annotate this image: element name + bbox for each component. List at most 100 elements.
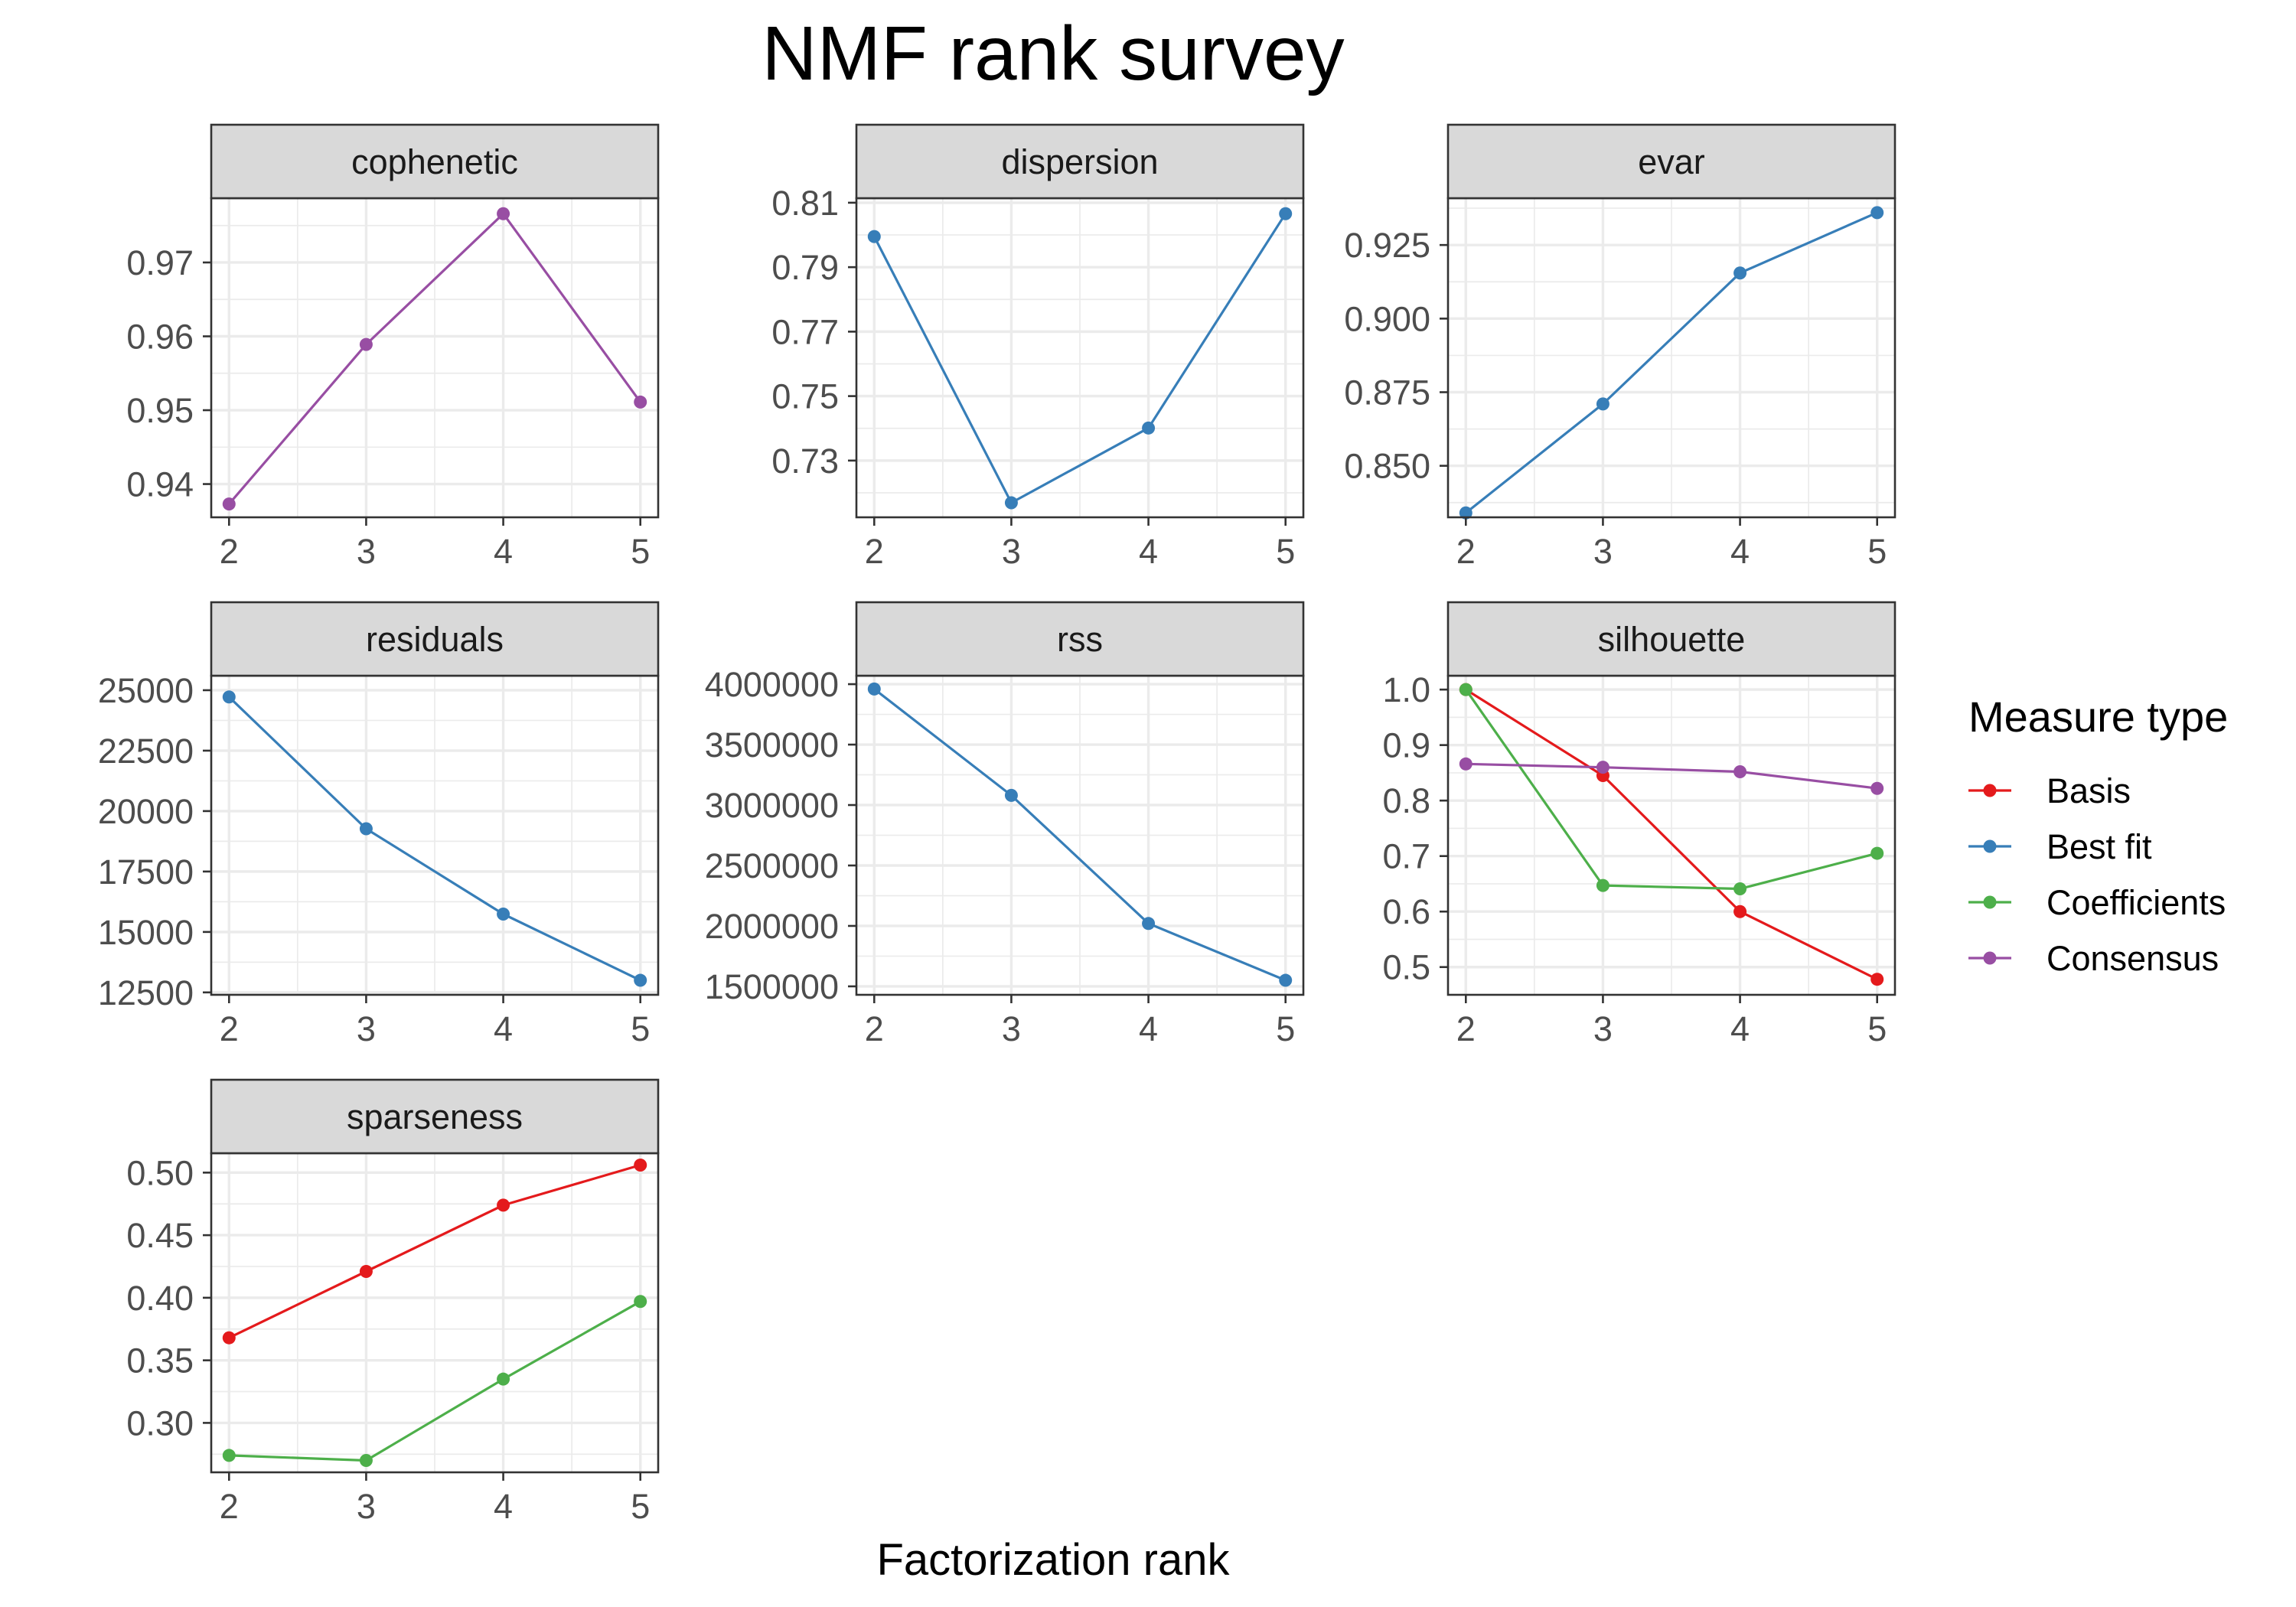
data-point xyxy=(1279,207,1293,220)
data-point xyxy=(1596,761,1609,774)
data-point xyxy=(222,497,236,511)
y-tick-label: 0.94 xyxy=(126,465,194,504)
series-line-consensus xyxy=(1466,762,1877,790)
x-axis: 2 3 4 5 xyxy=(865,995,1295,1048)
facet-strip-label: dispersion xyxy=(1001,142,1158,181)
y-tick-label: 1500000 xyxy=(705,967,839,1006)
series-consensus xyxy=(1459,757,1884,795)
minor-gridlines xyxy=(856,198,1303,517)
data-point xyxy=(497,1198,510,1212)
x-axis: 2 3 4 5 xyxy=(1456,517,1887,571)
series-line-best-fit xyxy=(872,213,1287,504)
y-axis: 0.850 0.875 0.900 0.925 xyxy=(1344,226,1448,486)
data-point xyxy=(1733,905,1747,918)
y-tick-label: 3000000 xyxy=(705,786,839,825)
x-tick-label: 3 xyxy=(1002,1009,1021,1048)
x-tick-label: 5 xyxy=(631,532,650,571)
y-tick-label: 0.79 xyxy=(771,248,839,287)
y-tick-label: 3500000 xyxy=(705,725,839,764)
data-point xyxy=(634,973,647,987)
series-coefficients xyxy=(1459,683,1884,895)
y-tick-label: 0.95 xyxy=(126,391,194,430)
facet-strip xyxy=(210,123,660,200)
y-tick-label: 20000 xyxy=(98,792,194,831)
y-axis: 0.30 0.35 0.40 0.45 0.50 xyxy=(126,1153,211,1442)
series-line-best-fit xyxy=(873,688,1287,982)
data-point xyxy=(359,1265,373,1279)
legend-key-point xyxy=(1983,951,1997,965)
x-axis: 2 3 4 5 xyxy=(1456,995,1887,1048)
data-point xyxy=(867,682,881,696)
y-tick-label: 0.900 xyxy=(1344,299,1430,338)
data-point xyxy=(222,690,236,704)
data-point xyxy=(497,207,510,220)
x-tick-label: 5 xyxy=(1867,1009,1887,1048)
data-point xyxy=(1870,973,1884,986)
data-point xyxy=(1459,757,1473,771)
series-best-fit xyxy=(1459,206,1884,520)
legend-key-point xyxy=(1983,839,1997,853)
facet-strip-label: silhouette xyxy=(1598,620,1746,659)
data-point xyxy=(497,907,510,921)
legend-item-consensus: Consensus xyxy=(1968,939,2219,978)
x-tick-label: 5 xyxy=(1867,532,1887,571)
y-axis: 0.94 0.95 0.96 0.97 xyxy=(126,243,211,504)
x-tick-label: 3 xyxy=(1593,532,1613,571)
x-tick-label: 4 xyxy=(494,1009,513,1048)
data-point xyxy=(359,822,373,836)
facet-strip xyxy=(855,601,1305,677)
x-tick-label: 2 xyxy=(865,1009,884,1048)
minor-gridlines xyxy=(211,676,658,995)
legend-label: Coefficients xyxy=(2047,883,2226,922)
major-gridlines xyxy=(1448,676,1895,995)
y-axis: 0.5 0.6 0.7 0.8 0.9 1.0 xyxy=(1382,670,1448,987)
data-point xyxy=(1870,206,1884,220)
major-gridlines xyxy=(856,198,1303,517)
data-point xyxy=(1142,917,1156,931)
x-tick-label: 4 xyxy=(1730,1009,1750,1048)
series-best-fit xyxy=(867,207,1293,510)
data-point xyxy=(1870,846,1884,860)
data-point xyxy=(634,1295,647,1309)
major-gridlines xyxy=(1448,198,1895,517)
y-tick-label: 0.73 xyxy=(771,442,839,481)
series-best-fit xyxy=(222,690,647,987)
series-line-coefficients xyxy=(229,1300,641,1462)
panel-evar: evar 2 3 4 5 0.850 0.875 0.900 0.925 xyxy=(1344,123,1896,571)
y-tick-label: 0.97 xyxy=(126,243,194,282)
facet-strip-label: cophenetic xyxy=(351,142,518,181)
y-tick-label: 0.8 xyxy=(1382,781,1430,820)
x-tick-label: 3 xyxy=(1593,1009,1613,1048)
facet-strip-label: sparseness xyxy=(347,1097,523,1136)
y-axis: 0.73 0.75 0.77 0.79 0.81 xyxy=(771,184,856,481)
data-point xyxy=(634,1159,647,1172)
data-point xyxy=(1142,421,1156,435)
data-point xyxy=(1870,781,1884,795)
legend-label: Best fit xyxy=(2047,827,2152,866)
facet-strip xyxy=(1446,601,1896,677)
series-best-fit xyxy=(867,682,1293,987)
y-tick-label: 0.96 xyxy=(126,318,194,357)
y-tick-label: 0.45 xyxy=(126,1216,194,1255)
data-point xyxy=(1733,882,1747,895)
series-basis xyxy=(222,1159,647,1345)
y-tick-label: 4000000 xyxy=(705,665,839,704)
x-tick-label: 3 xyxy=(357,1487,376,1526)
y-tick-label: 0.9 xyxy=(1382,726,1430,765)
y-tick-label: 0.30 xyxy=(126,1403,194,1442)
y-tick-label: 15000 xyxy=(98,913,194,952)
y-tick-label: 0.50 xyxy=(126,1153,194,1192)
data-point xyxy=(1459,683,1473,696)
series-consensus xyxy=(222,207,647,511)
series-line-consensus xyxy=(228,212,641,505)
x-tick-label: 3 xyxy=(357,532,376,571)
legend-key-point xyxy=(1983,895,1997,909)
x-tick-label: 5 xyxy=(1276,532,1295,571)
y-tick-label: 0.7 xyxy=(1382,837,1430,876)
minor-gridlines xyxy=(211,198,658,517)
major-gridlines xyxy=(856,676,1303,995)
y-tick-label: 0.5 xyxy=(1382,948,1430,987)
x-tick-label: 3 xyxy=(357,1009,376,1048)
minor-gridlines xyxy=(1448,676,1895,995)
facet-strip xyxy=(1446,123,1896,200)
